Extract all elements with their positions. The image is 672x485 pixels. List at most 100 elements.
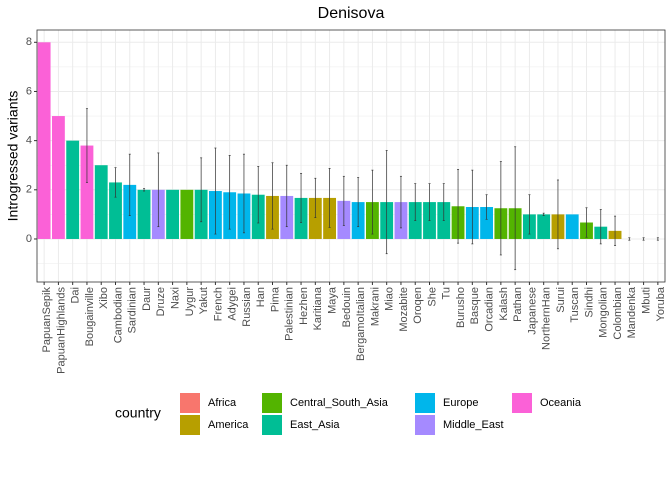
x-tick-label: Druze: [155, 287, 167, 316]
x-tick-label: Basque: [469, 287, 481, 324]
legend-key: [180, 393, 200, 413]
error-bar: [257, 166, 260, 224]
legend-key: [262, 415, 282, 435]
x-tick-label: Hezhen: [298, 287, 310, 325]
bar: [166, 189, 180, 239]
y-tick-label: 0: [26, 233, 32, 245]
bar: [51, 116, 65, 239]
x-tick-label: PapuanSepik: [41, 287, 53, 353]
error-bar: [471, 169, 474, 245]
x-tick-label: Mandenka: [626, 286, 638, 338]
y-tick-label: 6: [26, 85, 32, 97]
legend-label: Europe: [443, 397, 478, 409]
error-bar: [342, 175, 345, 226]
x-tick-label: Yakut: [198, 287, 210, 314]
error-bar: [399, 175, 402, 229]
x-tick-label: Japanese: [526, 287, 538, 335]
error-bar: [157, 152, 160, 228]
legend-key: [512, 393, 532, 413]
x-tick-label: Yoruba: [655, 286, 667, 321]
x-tick-label: Makrani: [369, 287, 381, 326]
error-bar: [556, 179, 559, 250]
legend-label: Central_South_Asia: [290, 397, 389, 409]
x-tick-label: Mozabite: [398, 287, 410, 332]
x-tick-label: Tuscan: [569, 287, 581, 323]
x-tick-label: Han: [255, 287, 267, 307]
x-tick-label: Uygur: [184, 287, 196, 317]
x-tick-label: Mongolian: [598, 287, 610, 338]
legend-key: [415, 415, 435, 435]
error-bar: [414, 183, 417, 221]
bar: [66, 140, 80, 239]
error-bar: [128, 153, 131, 216]
y-tick-label: 2: [26, 184, 32, 196]
x-tick-label: Karitiana: [312, 286, 324, 330]
legend-title: country: [115, 405, 161, 421]
legend-label: Africa: [208, 397, 237, 409]
bar: [37, 42, 51, 239]
x-tick-label: Russian: [241, 287, 253, 327]
error-bar: [442, 183, 445, 221]
error-bar: [114, 167, 117, 198]
x-tick-label: Palestinian: [284, 287, 296, 341]
legend-label: Middle_East: [443, 419, 504, 431]
error-bar: [371, 169, 374, 235]
error-bar: [614, 215, 617, 246]
error-bar: [300, 172, 303, 223]
x-tick-label: NorthernHan: [541, 287, 553, 350]
y-tick-label: 4: [26, 135, 32, 147]
error-bar: [271, 162, 274, 230]
bar: [137, 189, 151, 239]
x-tick-label: French: [212, 287, 224, 321]
error-bar: [214, 147, 217, 235]
error-bar: [642, 237, 645, 241]
error-bar: [585, 207, 588, 238]
x-tick-label: Dai: [70, 287, 82, 304]
error-bar: [485, 194, 488, 220]
x-tick-label: Xibo: [98, 287, 110, 309]
error-bar: [542, 212, 545, 216]
error-bar: [357, 177, 360, 228]
x-tick-label: Mbuti: [640, 287, 652, 314]
error-bar: [628, 237, 631, 241]
bar: [537, 214, 551, 239]
bar: [94, 165, 108, 239]
x-tick-label: PapuanHighlands: [55, 287, 67, 374]
legend-key: [180, 415, 200, 435]
x-tick-label: Burusho: [455, 287, 467, 328]
error-bar: [528, 194, 531, 235]
error-bar: [228, 155, 231, 230]
y-axis-label: Introgressed variants: [5, 91, 21, 222]
x-tick-label: Miao: [384, 287, 396, 311]
y-tick-label: 8: [26, 36, 32, 48]
x-tick-label: Bedouin: [341, 287, 353, 327]
chart-title: Denisova: [318, 5, 385, 22]
error-bar: [242, 153, 245, 234]
bar: [109, 182, 122, 239]
x-tick-label: She: [426, 287, 438, 307]
x-tick-label: Daur: [141, 287, 153, 311]
error-bar: [385, 150, 388, 255]
legend-label: America: [208, 419, 249, 431]
x-tick-label: BergamoItalian: [355, 287, 367, 361]
x-tick-label: Oroqen: [412, 287, 424, 324]
error-bar: [285, 164, 288, 228]
bar: [80, 145, 94, 239]
x-tick-label: Adygei: [227, 287, 239, 321]
x-tick-label: Cambodian: [112, 287, 124, 343]
x-tick-label: Pathan: [512, 287, 524, 322]
legend-label: Oceania: [540, 397, 582, 409]
x-tick-label: Sindhi: [583, 287, 595, 318]
error-bar: [457, 169, 460, 244]
error-bar: [143, 188, 146, 192]
x-tick-label: Surui: [555, 287, 567, 313]
error-bar: [599, 209, 602, 245]
error-bar: [85, 108, 88, 183]
x-tick-label: Kalash: [498, 287, 510, 321]
plot-border: [36, 29, 666, 283]
x-tick-label: Pima: [269, 286, 281, 312]
error-bar: [499, 161, 502, 256]
x-tick-label: Naxi: [169, 287, 181, 309]
legend-label: East_Asia: [290, 419, 340, 431]
